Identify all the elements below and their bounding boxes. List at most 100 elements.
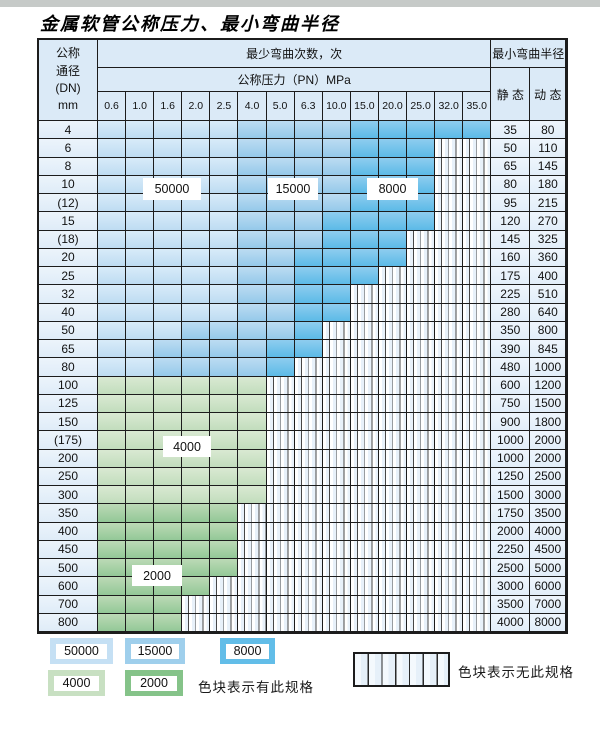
cell-no-spec [463,358,492,377]
cell-no-spec [463,613,492,632]
cell-cycles-50000 [210,194,239,213]
cell-cycles-15000 [182,358,211,377]
cell-no-spec [407,303,436,322]
cell-no-spec [378,376,408,395]
cell-no-spec [350,613,379,632]
cell-cycles-15000 [266,230,295,249]
cell-no-spec [266,449,295,468]
row-dn-label: (175) [39,431,98,450]
cell-cycles-15000 [266,321,295,340]
row-static-value: 80 [491,175,531,194]
header-dn-line: mm [58,98,78,113]
cell-no-spec [435,595,464,614]
cell-cycles-50000 [210,121,239,140]
cell-no-spec [463,267,492,286]
cell-cycles-15000 [182,340,211,359]
zone-label-4000: 4000 [163,436,211,457]
cell-no-spec [435,340,464,359]
cell-no-spec [435,467,464,486]
cell-no-spec [294,413,323,432]
row-dn-label: 32 [39,285,98,304]
cell-cycles-15000 [238,230,267,249]
row-static-value: 600 [491,376,531,395]
row-static-value: 2000 [491,522,531,541]
cell-cycles-15000 [238,303,267,322]
cell-no-spec [435,394,464,413]
cell-no-spec [238,595,267,614]
cell-no-spec [322,467,351,486]
cell-no-spec [322,504,351,523]
cell-no-spec [350,413,379,432]
cell-no-spec [435,321,464,340]
row-dynamic-value: 80 [530,121,567,140]
row-dn-label: 200 [39,449,98,468]
cell-cycles-2000 [182,559,211,578]
row-dynamic-value: 360 [530,248,567,267]
cell-cycles-50000 [154,321,183,340]
cell-no-spec [407,431,436,450]
cell-no-spec [182,613,211,632]
cell-cycles-4000 [154,486,183,505]
cell-cycles-4000 [238,413,267,432]
cell-no-spec [238,504,267,523]
row-static-value: 3500 [491,595,531,614]
cell-no-spec [378,358,408,377]
cell-no-spec [266,504,295,523]
row-dn-label: 300 [39,486,98,505]
cell-cycles-4000 [98,449,127,468]
cell-cycles-15000 [266,157,295,176]
cell-no-spec [407,267,436,286]
cell-no-spec [435,230,464,249]
cell-no-spec [463,340,492,359]
cell-cycles-50000 [210,157,239,176]
cell-cycles-15000 [238,121,267,140]
cell-no-spec [463,175,492,194]
cell-cycles-4000 [182,413,211,432]
row-dn-label: 150 [39,413,98,432]
cell-cycles-4000 [182,467,211,486]
cell-cycles-2000 [154,540,183,559]
cell-no-spec [378,559,408,578]
cell-no-spec [350,595,379,614]
cell-no-spec [294,504,323,523]
cell-no-spec [463,303,492,322]
row-static-value: 3000 [491,577,531,596]
row-dynamic-value: 4500 [530,540,567,559]
cell-cycles-4000 [210,467,239,486]
cell-no-spec [266,486,295,505]
cell-cycles-8000 [463,121,492,140]
cell-cycles-50000 [98,230,127,249]
row-dynamic-value: 1500 [530,394,567,413]
cell-no-spec [463,467,492,486]
header-dn-line: 通径 [55,63,80,78]
cell-cycles-8000 [322,248,351,267]
legend-swatch-value: 15000 [131,643,179,659]
cell-cycles-50000 [98,175,127,194]
cell-no-spec [435,175,464,194]
header-pressure-value: 25.0 [407,92,436,121]
cell-cycles-50000 [210,230,239,249]
cell-no-spec [378,340,408,359]
row-dn-label: 25 [39,267,98,286]
cell-no-spec [463,139,492,158]
cell-cycles-50000 [210,175,239,194]
cell-no-spec [435,504,464,523]
cell-no-spec [322,358,351,377]
cell-cycles-50000 [98,358,127,377]
cell-no-spec [378,321,408,340]
cell-cycles-4000 [126,431,155,450]
row-static-value: 175 [491,267,531,286]
cell-no-spec [350,285,379,304]
cell-cycles-8000 [407,121,436,140]
cell-no-spec [407,285,436,304]
cell-no-spec [350,504,379,523]
cell-no-spec [182,595,211,614]
cell-cycles-2000 [182,577,211,596]
cell-no-spec [463,540,492,559]
row-dn-label: 350 [39,504,98,523]
row-static-value: 280 [491,303,531,322]
cell-cycles-50000 [126,230,155,249]
cell-cycles-50000 [98,194,127,213]
row-dynamic-value: 180 [530,175,567,194]
row-static-value: 4000 [491,613,531,632]
